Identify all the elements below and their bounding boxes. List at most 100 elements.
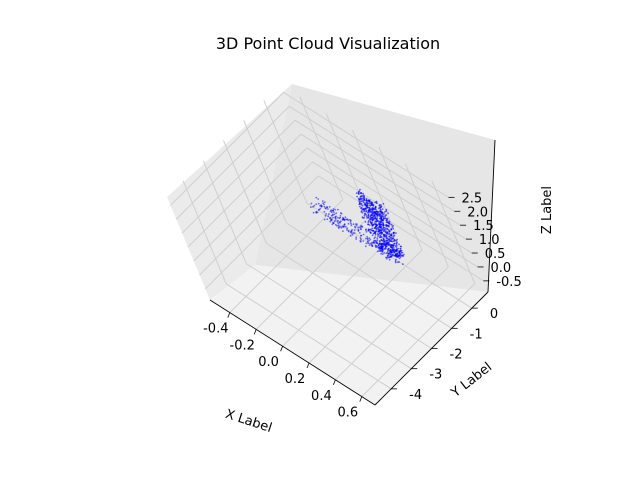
data-point	[390, 248, 392, 251]
chart-title: 3D Point Cloud Visualization	[216, 34, 440, 53]
y-grid-floor	[246, 263, 412, 370]
data-point	[323, 210, 326, 213]
y-grid-floor	[225, 283, 392, 390]
data-point	[370, 222, 373, 225]
data-point	[374, 201, 376, 204]
z-grid-left	[199, 161, 313, 276]
z-grid-left	[170, 91, 284, 206]
data-point	[381, 253, 384, 256]
data-point	[362, 240, 365, 242]
data-point	[377, 233, 380, 236]
data-point	[375, 218, 378, 221]
data-point	[346, 229, 348, 231]
data-point	[381, 208, 384, 211]
z-tick-label: -0.5	[496, 275, 521, 290]
data-point	[395, 250, 397, 253]
y-grid-left	[182, 180, 227, 285]
data-point	[374, 233, 377, 236]
data-point	[383, 226, 386, 229]
data-point	[376, 213, 379, 216]
data-point	[374, 230, 376, 233]
data-point	[316, 211, 319, 214]
data-point	[381, 219, 384, 222]
data-point	[372, 229, 375, 232]
data-point	[388, 235, 391, 238]
data-point	[385, 237, 388, 240]
data-point	[369, 232, 372, 234]
z-grid-back	[283, 91, 449, 198]
x-tick	[359, 396, 363, 402]
data-point	[362, 201, 365, 204]
data-point	[325, 213, 327, 215]
data-point	[312, 205, 314, 208]
data-point	[395, 246, 398, 249]
data-point	[367, 214, 370, 217]
data-point	[347, 222, 350, 225]
x-tick	[306, 362, 310, 369]
data-point	[378, 204, 381, 206]
data-point	[332, 222, 335, 225]
data-point	[326, 206, 329, 209]
data-point	[378, 229, 380, 232]
data-point	[357, 230, 360, 232]
data-point	[369, 204, 371, 207]
data-point	[390, 223, 393, 226]
y-tick-label: 0	[490, 307, 498, 322]
data-point	[400, 254, 403, 257]
data-point	[379, 209, 382, 211]
data-point	[351, 233, 354, 236]
data-point	[378, 223, 381, 226]
data-point	[396, 238, 398, 241]
data-point	[371, 212, 374, 215]
data-point	[371, 229, 373, 232]
data-point	[364, 245, 367, 248]
data-point	[363, 210, 365, 213]
data-point	[386, 256, 389, 259]
data-point	[341, 225, 344, 228]
data-point	[390, 234, 392, 237]
x-grid-back	[299, 96, 344, 200]
data-point	[383, 252, 385, 254]
data-point	[382, 202, 385, 205]
data-point	[398, 251, 401, 254]
data-point	[374, 245, 377, 248]
data-point	[332, 216, 334, 219]
y-grid-floor	[266, 243, 432, 349]
data-point	[369, 242, 372, 245]
data-point	[323, 201, 326, 204]
data-point	[370, 210, 373, 213]
data-point	[372, 207, 375, 210]
data-point	[350, 222, 352, 225]
data-point	[388, 233, 390, 235]
data-point	[378, 226, 381, 229]
data-point	[353, 232, 356, 235]
data-point	[363, 199, 366, 202]
data-point	[359, 195, 362, 198]
data-point	[330, 219, 333, 222]
data-point	[378, 232, 381, 234]
data-point	[319, 207, 322, 210]
data-point	[392, 227, 394, 230]
data-point	[367, 223, 369, 226]
floor-pane	[210, 265, 488, 405]
data-point	[315, 203, 318, 206]
data-point	[358, 232, 361, 234]
data-point	[339, 216, 342, 219]
data-point	[366, 202, 369, 205]
data-point	[334, 223, 337, 226]
data-point	[361, 200, 363, 203]
data-point	[396, 252, 399, 254]
data-point	[357, 228, 360, 231]
data-point	[403, 253, 405, 256]
data-point	[400, 245, 402, 248]
data-point	[384, 234, 387, 237]
data-point	[369, 200, 371, 203]
data-point	[388, 230, 390, 233]
data-point	[327, 208, 329, 210]
data-point	[368, 199, 371, 202]
data-point	[370, 243, 373, 245]
data-point	[320, 204, 322, 207]
data-point	[368, 244, 371, 247]
data-point	[360, 238, 362, 241]
data-point	[363, 214, 366, 217]
